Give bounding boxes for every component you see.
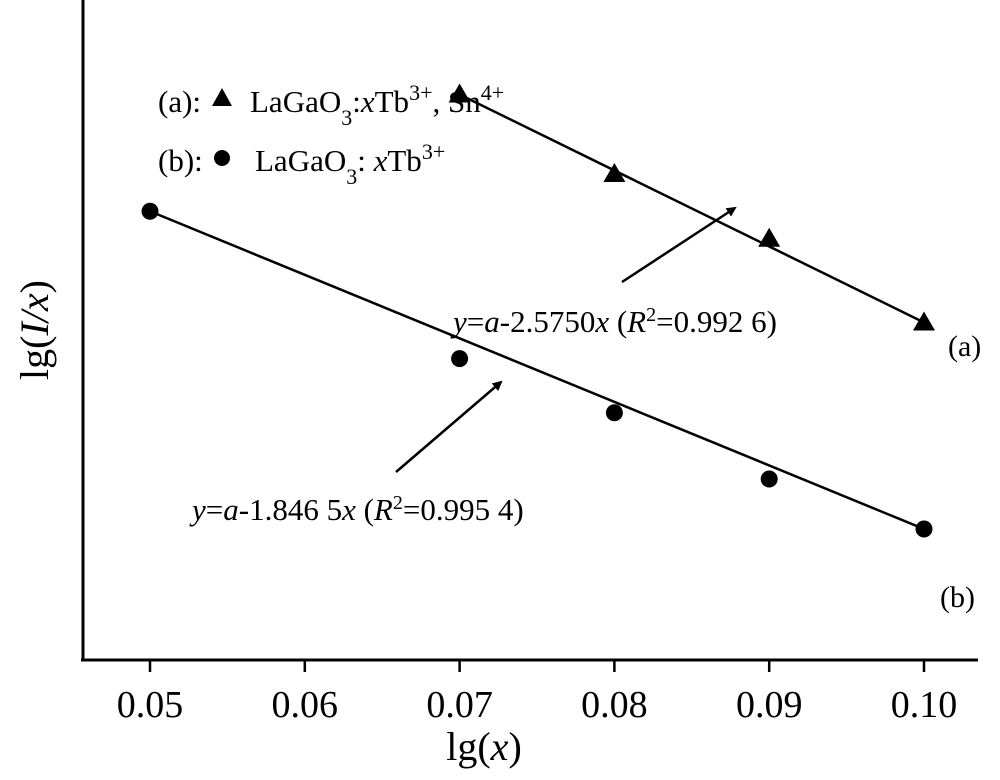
series-label-b: (b) [940, 581, 975, 614]
y-axis-label: lg(I/x) [12, 280, 57, 380]
legend-prefix-b: (b): [158, 143, 203, 178]
pointer-arrow-b [395, 380, 503, 473]
series-label-a: (a) [948, 330, 981, 363]
pointer-arrows [395, 206, 737, 473]
fit-equation-a: y=a-2.5750x (R2=0.992 6) [450, 304, 777, 339]
legend-text-b: LaGaO3: xTb3+ [255, 139, 445, 189]
x-ticks: 0.05 0.06 0.07 0.08 0.09 0.10 [117, 660, 958, 726]
data-point-a [913, 311, 935, 331]
data-point-a [448, 83, 471, 103]
data-point-b [760, 470, 778, 488]
fit-lines [149, 93, 925, 531]
data-point-a [603, 163, 626, 183]
legend: (a): LaGaO3:xTb3+, Sn4+ (b): LaGaO3: xTb3+ [158, 80, 504, 189]
fit-line-a [459, 93, 925, 324]
x-axis-label: lg(x) [446, 724, 522, 769]
fit-equation-b: y=a-1.846 5x (R2=0.995 4) [189, 492, 524, 527]
data-point-b [915, 520, 933, 538]
data-point-b [451, 350, 469, 368]
fit-line-b [149, 210, 925, 531]
data-point-b [605, 404, 623, 422]
data-point-b [141, 202, 159, 220]
x-tick-label: 0.07 [426, 684, 493, 726]
legend-triangle-icon [212, 88, 232, 106]
legend-text-a: LaGaO3:xTb3+, Sn4+ [250, 80, 504, 130]
annotations: y=a-2.5750x (R2=0.992 6) y=a-1.846 5x (R2… [189, 304, 981, 614]
x-tick-label: 0.10 [891, 684, 958, 726]
x-tick-label: 0.05 [117, 684, 184, 726]
data-point-a [758, 227, 781, 247]
pointer-arrow-a [621, 206, 737, 284]
legend-circle-icon [214, 150, 230, 166]
x-tick-label: 0.06 [272, 684, 339, 726]
x-tick-label: 0.08 [581, 684, 648, 726]
legend-prefix-a: (a): [158, 84, 201, 119]
data-markers [141, 83, 935, 538]
x-tick-label: 0.09 [736, 684, 803, 726]
